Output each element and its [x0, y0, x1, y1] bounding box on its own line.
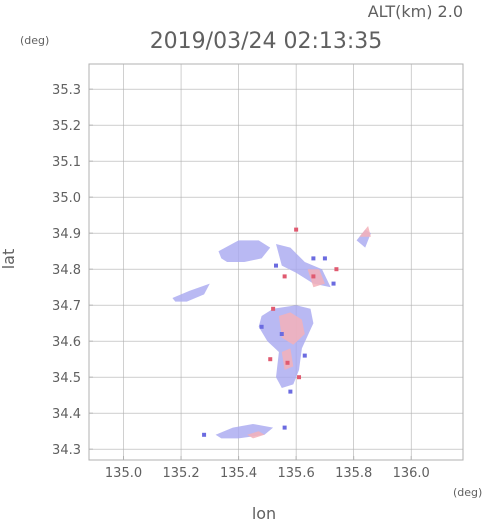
y-tick-label: 35.3	[52, 83, 81, 98]
echo-region-far-east-positive	[359, 226, 371, 237]
echo-speck-negative	[322, 256, 327, 261]
y-tick-label: 34.8	[52, 263, 81, 278]
echo-speck-positive	[334, 267, 339, 272]
echo-speck-positive	[271, 306, 276, 311]
echo-region-northeast-positive	[307, 269, 325, 288]
echo-region-northwest-band	[218, 240, 271, 262]
y-tick-label: 34.6	[52, 335, 81, 350]
y-tick-label: 35.2	[52, 119, 81, 134]
timestamp-title: 2019/03/24 02:13:35	[150, 29, 383, 54]
x-tick-label: 135.2	[162, 466, 199, 481]
altitude-label: ALT(km) 2.0	[368, 2, 463, 21]
echo-region-south-band	[215, 424, 274, 439]
x-tick-label: 135.6	[278, 466, 315, 481]
echo-region-central-positive-2	[281, 348, 294, 370]
echo-speck-positive	[294, 227, 299, 232]
x-tick-labels: 135.0 135.2 135.4 135.6 135.8 136.0	[105, 466, 430, 481]
echo-speck-negative	[282, 425, 287, 430]
echo-speck-positive	[297, 375, 302, 380]
y-tick-label: 34.4	[52, 407, 81, 422]
echo-field	[172, 226, 371, 439]
echo-speck-negative	[259, 324, 264, 329]
y-tick-labels: 34.3 34.4 34.5 34.6 34.7 34.8 34.9 35.0 35.1 35.2…	[52, 83, 81, 458]
y-axis-title: lat	[0, 249, 18, 270]
echo-speck-negative	[279, 332, 284, 336]
echo-speck-positive	[282, 274, 287, 279]
echo-speck-positive	[285, 360, 290, 365]
x-tick-label: 136.0	[393, 466, 430, 481]
echo-speck-negative	[302, 353, 307, 358]
x-tick-label: 135.0	[105, 466, 142, 481]
y-tick-label: 34.7	[52, 299, 81, 314]
echo-speck-negative	[311, 256, 316, 261]
echo-speck-negative	[331, 281, 336, 286]
x-tick-label: 135.8	[335, 466, 372, 481]
echo-region-central-positive	[278, 312, 305, 345]
plot-frame	[88, 63, 464, 461]
echo-region-south-positive	[247, 431, 265, 439]
echo-speck-negative	[274, 263, 278, 268]
echo-speck-negative	[202, 432, 207, 437]
y-tick-label: 35.0	[52, 191, 81, 206]
echo-speck-positive	[268, 357, 273, 362]
y-tick-label: 34.5	[52, 371, 81, 386]
y-tick-label: 34.9	[52, 227, 81, 242]
y-tick-label: 35.1	[52, 155, 81, 170]
y-tick-label: 34.3	[52, 443, 81, 458]
grid-lines	[89, 64, 463, 460]
echo-speck-negative	[288, 389, 293, 394]
y-unit-label: (deg)	[20, 34, 49, 47]
echo-region-west-band	[172, 283, 210, 302]
x-axis-title: lon	[252, 504, 276, 521]
echo-speck-positive	[311, 274, 316, 279]
x-tick-label: 135.4	[220, 466, 257, 481]
x-unit-label: (deg)	[453, 486, 482, 499]
